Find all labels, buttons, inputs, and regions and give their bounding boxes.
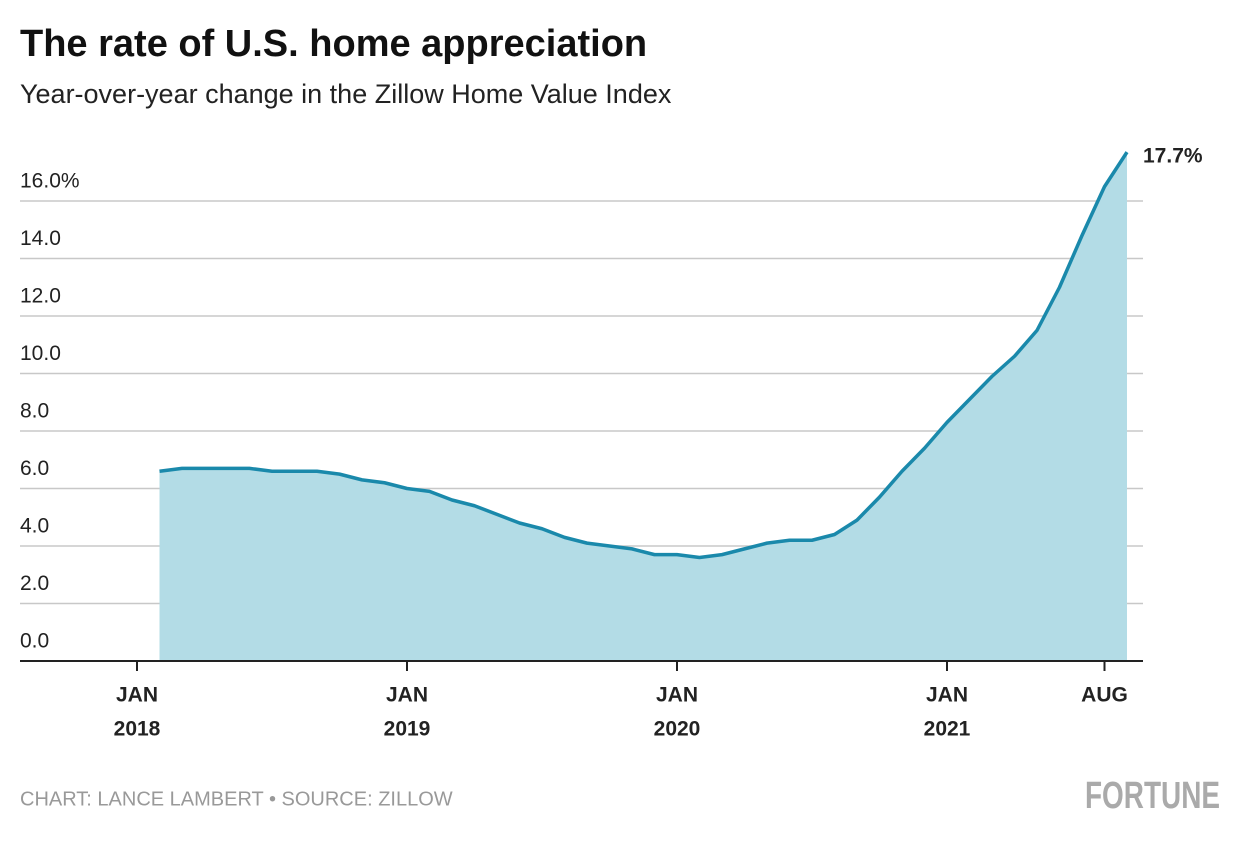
x-tick-label: JAN (386, 684, 428, 707)
y-tick-label: 2.0 (20, 572, 49, 595)
chart-title: The rate of U.S. home appreciation (20, 23, 647, 65)
x-tick-label: 2020 (654, 718, 701, 741)
chart-subtitle: Year-over-year change in the Zillow Home… (20, 79, 672, 109)
y-tick-label: 12.0 (20, 285, 61, 308)
x-tick-label: AUG (1081, 684, 1128, 707)
y-tick-label: 10.0 (20, 342, 61, 365)
x-tick-label: JAN (926, 684, 968, 707)
x-tick-label: JAN (656, 684, 698, 707)
x-tick-label: 2018 (114, 718, 161, 741)
brand-logo: FORTUNE (1085, 775, 1220, 817)
source: CHART: LANCE LAMBERT • SOURCE: ZILLOW (20, 788, 453, 810)
area-fill (159, 152, 1127, 661)
y-tick-label: 0.0 (20, 630, 49, 653)
x-tick-label: 2021 (924, 718, 971, 741)
y-tick-label: 6.0 (20, 457, 49, 480)
y-tick-label: 14.0 (20, 227, 61, 250)
y-tick-label: 4.0 (20, 515, 49, 538)
y-tick-label: 8.0 (20, 400, 49, 423)
data-label: 17.7% (1143, 145, 1203, 168)
x-tick-label: JAN (116, 684, 158, 707)
x-tick-label: 2019 (384, 718, 431, 741)
y-tick-label: 16.0% (20, 170, 80, 193)
line (159, 151, 1129, 560)
